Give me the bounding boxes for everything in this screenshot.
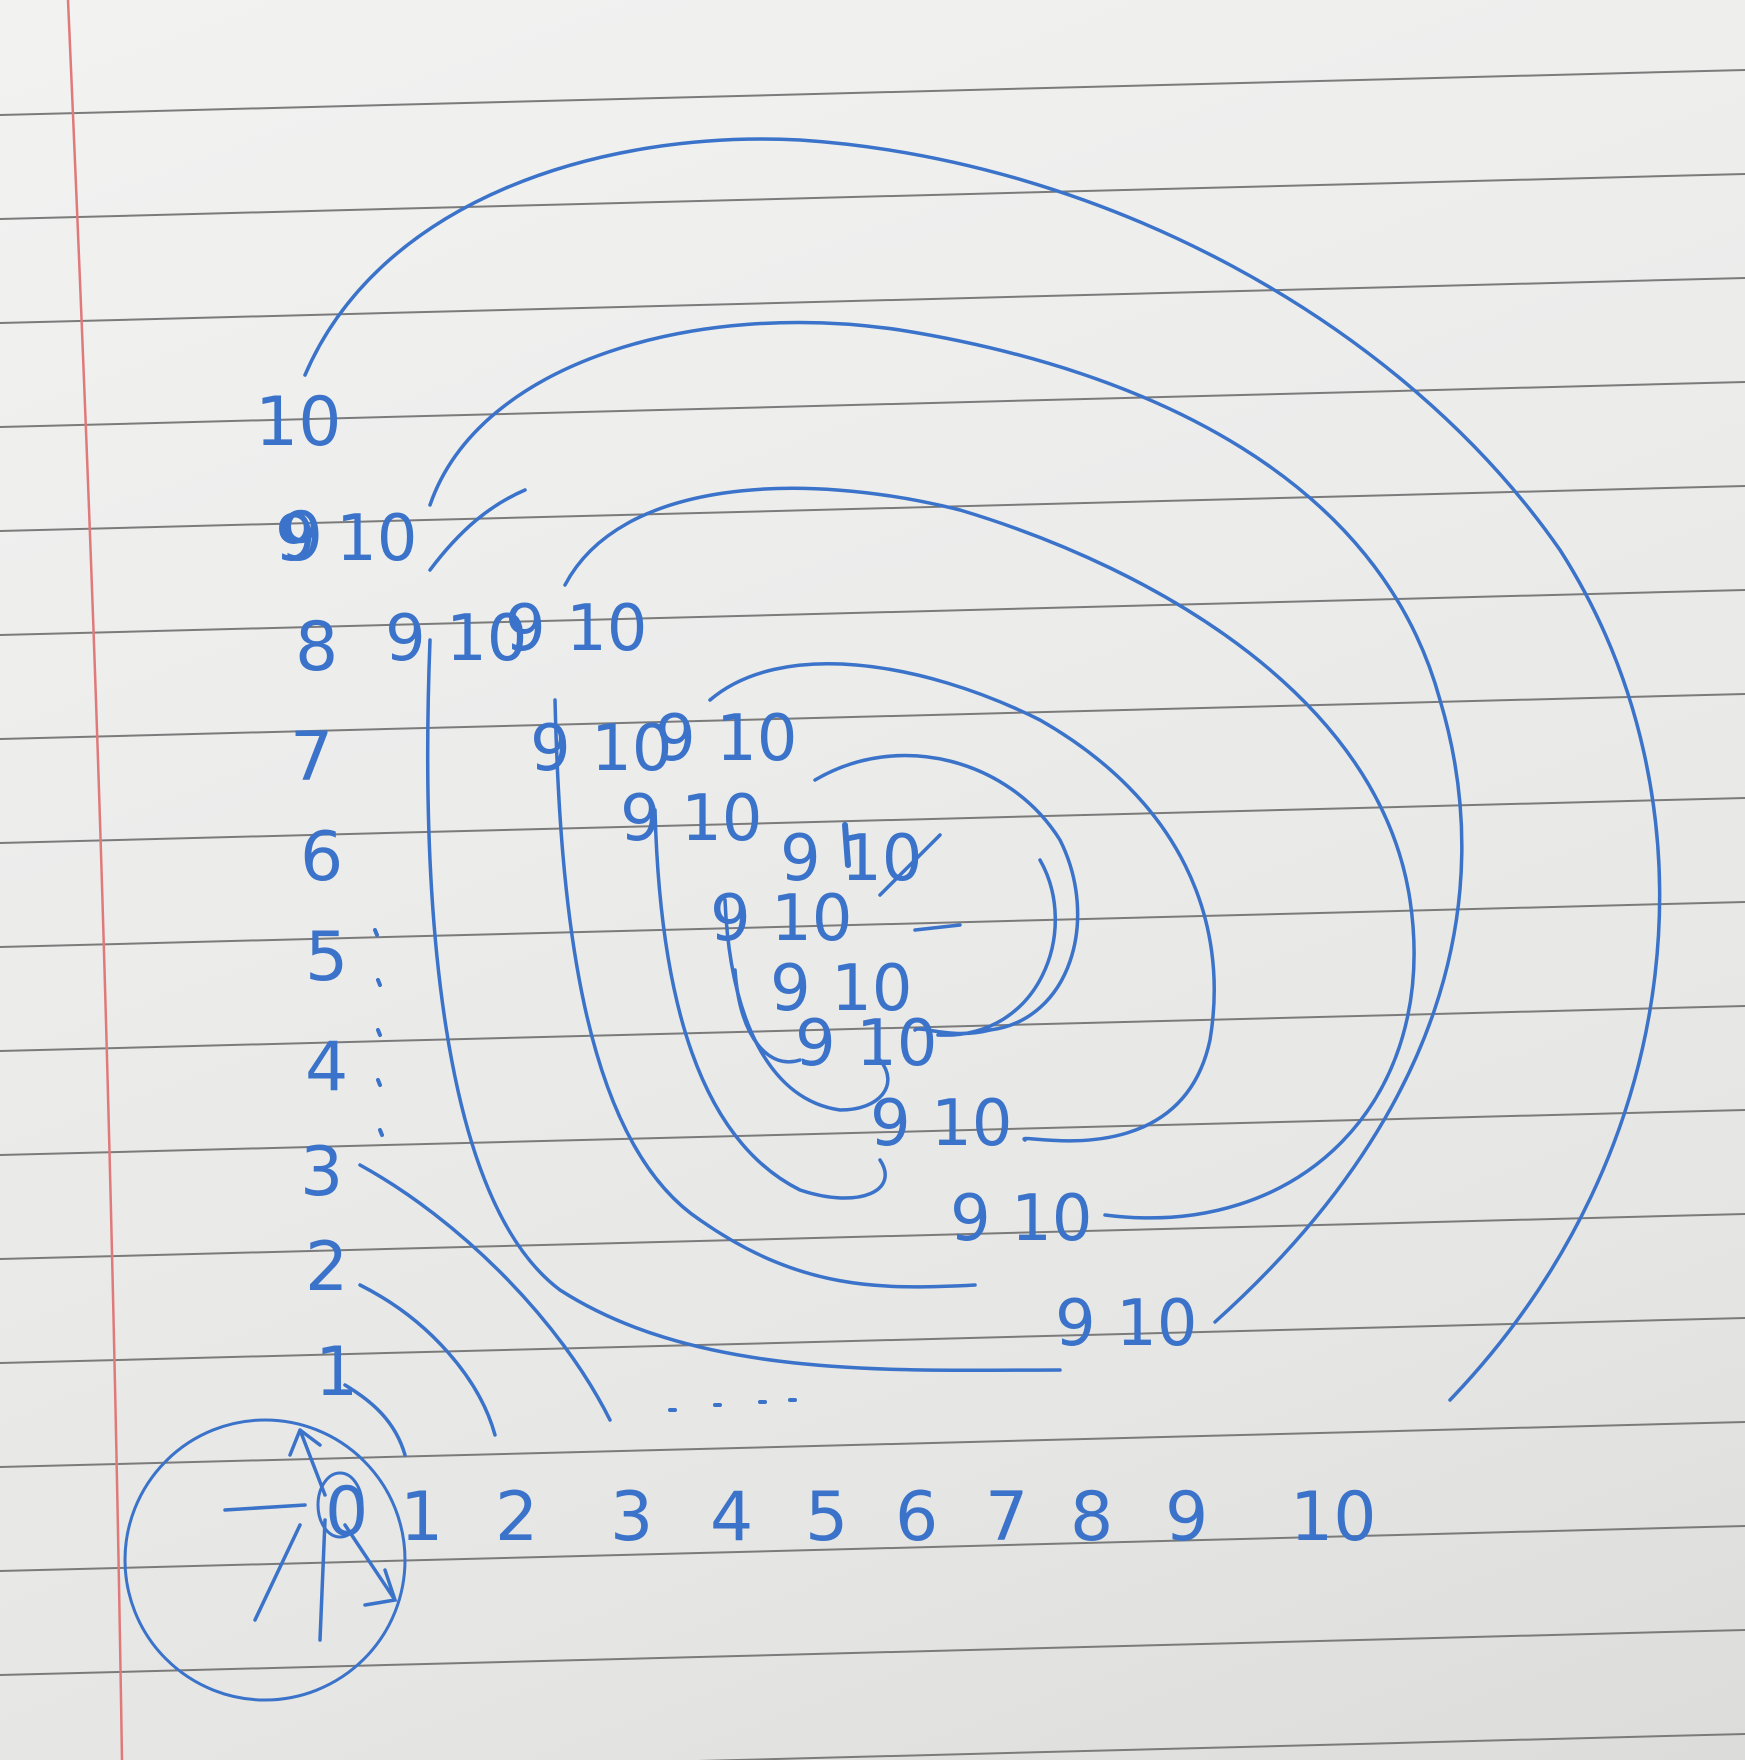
ruled-lines bbox=[0, 69, 1745, 1760]
curve-2 bbox=[428, 320, 1464, 1324]
dots-vertical bbox=[373, 928, 384, 1137]
x-axis-label: 2 bbox=[495, 1478, 538, 1557]
y-axis-label: 4 bbox=[305, 1028, 348, 1107]
ruled-line bbox=[0, 797, 1745, 844]
origin-circle bbox=[123, 1418, 407, 1702]
y-axis-label: 8 bbox=[295, 608, 338, 687]
spiral-down-a bbox=[426, 638, 1062, 1373]
connector-3 bbox=[358, 1163, 612, 1422]
ruled-line bbox=[0, 69, 1745, 116]
ruled-line bbox=[0, 1421, 1745, 1468]
x-axis-label: 3 bbox=[610, 1478, 653, 1557]
x-axis-label: 9 bbox=[1165, 1478, 1208, 1557]
spiral-curves bbox=[123, 137, 1662, 1702]
diagonal-pair: 9 10 bbox=[655, 702, 798, 776]
slash-mid bbox=[878, 833, 942, 897]
x-axis-label: 7 bbox=[985, 1478, 1028, 1557]
ruled-line bbox=[0, 173, 1745, 220]
ruled-line bbox=[0, 1629, 1745, 1676]
x-axis-label: 6 bbox=[895, 1478, 938, 1557]
y-axis-labels: 1 2 3 4 5 6 7 8 9 10 bbox=[255, 383, 358, 1412]
y-axis-label: 9 bbox=[280, 498, 323, 577]
y-axis-label: 5 bbox=[305, 918, 348, 997]
curve-4 bbox=[708, 662, 1216, 1143]
diagonal-pair: 9 10 bbox=[530, 712, 673, 786]
ruled-line bbox=[0, 1005, 1745, 1052]
ruled-line bbox=[0, 693, 1745, 740]
y-axis-label: 2 bbox=[305, 1228, 348, 1307]
ruled-line bbox=[0, 381, 1745, 428]
diagonal-pair: 9 10 bbox=[385, 602, 528, 676]
connector-1 bbox=[343, 1383, 407, 1457]
tick-mid bbox=[842, 822, 851, 868]
x-axis-label: 1 bbox=[400, 1478, 443, 1557]
ruled-line bbox=[0, 901, 1745, 948]
diagonal-pair: 9 10 bbox=[795, 1007, 938, 1081]
diagonal-pair: 9 10 bbox=[275, 502, 418, 576]
diagonal-pair: 9 10 bbox=[780, 822, 923, 896]
y-axis-label: 10 bbox=[255, 383, 342, 462]
diagonal-pair: 9 10 bbox=[770, 952, 913, 1026]
ruled-line bbox=[697, 1733, 1745, 1760]
x-axis-label: 8 bbox=[1070, 1478, 1113, 1557]
origin-ring bbox=[316, 1471, 364, 1539]
diagonal-pair: 9 10 bbox=[505, 592, 648, 666]
x-axis-label: 10 bbox=[1290, 1478, 1377, 1557]
x-axis-labels: 1 2 3 4 5 6 7 8 9 10 bbox=[400, 1478, 1377, 1557]
origin-arrows bbox=[223, 1428, 398, 1642]
curve-3 bbox=[563, 486, 1416, 1220]
ruled-line bbox=[0, 485, 1745, 532]
ruled-line bbox=[0, 589, 1745, 636]
ruled-line bbox=[0, 1213, 1745, 1260]
ruled-line bbox=[0, 1317, 1745, 1364]
origin-label: 0 bbox=[325, 1473, 368, 1552]
ruled-line bbox=[0, 1525, 1745, 1572]
margin-line bbox=[66, 0, 124, 1760]
y-axis-label: 6 bbox=[300, 818, 343, 897]
dots-horizontal bbox=[668, 1398, 797, 1412]
curve-6 bbox=[936, 858, 1057, 1037]
diagonal-pair: 9 10 bbox=[620, 782, 763, 856]
slash-top bbox=[428, 488, 527, 572]
curve-outer bbox=[303, 137, 1662, 1402]
ruled-line bbox=[0, 1109, 1745, 1156]
x-axis-label: 5 bbox=[805, 1478, 848, 1557]
spiral-down-e bbox=[733, 968, 802, 1064]
ruled-line bbox=[0, 277, 1745, 324]
diagonal-pair: 9 10 bbox=[1055, 1287, 1198, 1361]
diagonal-pair: 9 10 bbox=[870, 1087, 1013, 1161]
diagonal-pair: 9 10 bbox=[950, 1182, 1093, 1256]
connector-2 bbox=[358, 1283, 497, 1437]
diagonal-pairs: 9 109 109 109 109 109 109 109 109 109 10… bbox=[275, 502, 1198, 1361]
spiral-down-b bbox=[553, 698, 977, 1289]
diagonal-pair: 9 10 bbox=[710, 882, 853, 956]
y-axis-label: 1 bbox=[315, 1333, 358, 1412]
y-axis-label: 7 bbox=[290, 718, 333, 797]
dash-mid bbox=[913, 923, 962, 932]
y-axis-label: 3 bbox=[300, 1133, 343, 1212]
x-axis-label: 4 bbox=[710, 1478, 753, 1557]
spiral-down-c bbox=[653, 808, 887, 1200]
